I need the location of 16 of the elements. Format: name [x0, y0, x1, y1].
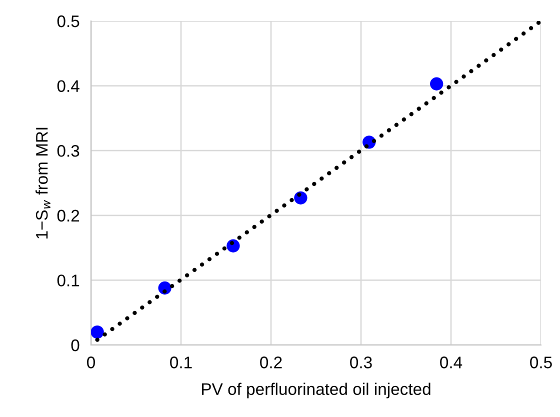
- y-tick-label: 0.1: [57, 274, 80, 286]
- x-tick-label: 0.1: [170, 356, 192, 368]
- x-tick-label: 0.4: [440, 356, 462, 368]
- y-tick-label: 0: [71, 339, 80, 352]
- y-tick-label: 0.4: [57, 80, 80, 92]
- point: [430, 77, 444, 90]
- x-tick-label: 0.5: [530, 356, 552, 368]
- point: [91, 325, 104, 339]
- x-tick-label: 0.3: [350, 356, 372, 368]
- x-axis-title: PV of perfluorinated oil injected: [202, 382, 430, 398]
- y-axis-title: 1−S$_{w}$ from MRI: [36, 128, 50, 238]
- x-tick-label: 0: [87, 356, 95, 368]
- y-tick-label: 0.3: [57, 145, 80, 157]
- x-tick-label: 0.2: [260, 356, 282, 368]
- y-tick-label: 0.2: [57, 210, 80, 222]
- y-tick-label: 0.5: [57, 15, 80, 28]
